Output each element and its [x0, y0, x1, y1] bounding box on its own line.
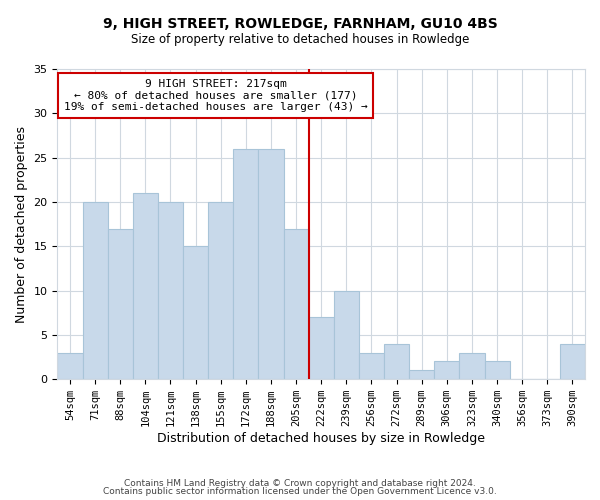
Bar [308, 317, 334, 379]
Bar [208, 202, 233, 379]
Bar [183, 246, 208, 379]
Bar [434, 362, 460, 379]
Bar [107, 228, 133, 379]
Text: Contains public sector information licensed under the Open Government Licence v3: Contains public sector information licen… [103, 487, 497, 496]
Bar [158, 202, 183, 379]
X-axis label: Distribution of detached houses by size in Rowledge: Distribution of detached houses by size … [157, 432, 485, 445]
Bar [384, 344, 409, 379]
Text: Contains HM Land Registry data © Crown copyright and database right 2024.: Contains HM Land Registry data © Crown c… [124, 478, 476, 488]
Bar [284, 228, 308, 379]
Bar [259, 149, 284, 379]
Bar [133, 193, 158, 379]
Text: 9, HIGH STREET, ROWLEDGE, FARNHAM, GU10 4BS: 9, HIGH STREET, ROWLEDGE, FARNHAM, GU10 … [103, 18, 497, 32]
Bar [233, 149, 259, 379]
Y-axis label: Number of detached properties: Number of detached properties [15, 126, 28, 322]
Bar [409, 370, 434, 379]
Bar [83, 202, 107, 379]
Bar [460, 352, 485, 379]
Text: 9 HIGH STREET: 217sqm
← 80% of detached houses are smaller (177)
19% of semi-det: 9 HIGH STREET: 217sqm ← 80% of detached … [64, 79, 368, 112]
Bar [58, 352, 83, 379]
Bar [560, 344, 585, 379]
Bar [485, 362, 509, 379]
Bar [359, 352, 384, 379]
Text: Size of property relative to detached houses in Rowledge: Size of property relative to detached ho… [131, 32, 469, 46]
Bar [334, 290, 359, 379]
